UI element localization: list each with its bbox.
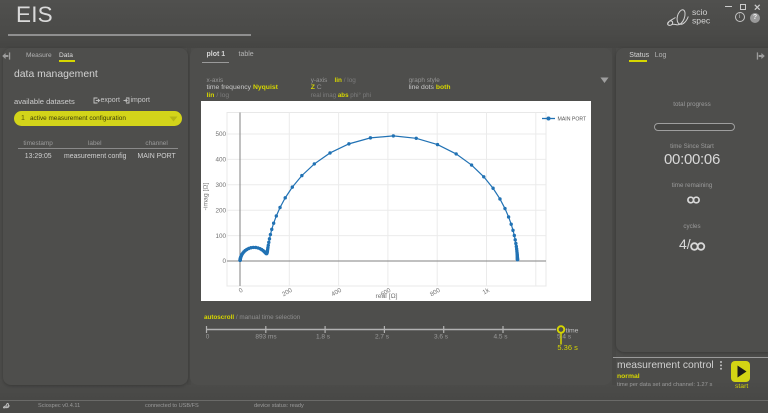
svg-text:400: 400	[215, 156, 226, 163]
svg-text:scio: scio	[692, 7, 708, 17]
svg-text:893 ms: 893 ms	[255, 334, 277, 341]
svg-text:real [Ω]: real [Ω]	[375, 293, 397, 300]
svg-text:-imag [Ω]: -imag [Ω]	[203, 182, 210, 210]
svg-text:1.8 s: 1.8 s	[316, 334, 331, 341]
svg-text:200: 200	[281, 286, 294, 298]
svg-text:500: 500	[215, 131, 226, 138]
svg-text:300: 300	[215, 182, 226, 189]
svg-text:spec: spec	[692, 16, 711, 26]
svg-text:800: 800	[429, 286, 442, 298]
svg-text:5.4 s: 5.4 s	[557, 334, 572, 341]
svg-text:400: 400	[330, 286, 343, 298]
svg-text:3.6 s: 3.6 s	[434, 334, 449, 341]
svg-text:600: 600	[380, 286, 393, 298]
svg-text:4.5 s: 4.5 s	[493, 334, 508, 341]
svg-text:200: 200	[215, 207, 226, 214]
svg-text:MAIN PORT: MAIN PORT	[558, 116, 588, 122]
svg-text:100: 100	[215, 232, 226, 239]
svg-text:1k: 1k	[482, 286, 492, 296]
svg-text:5.36 s: 5.36 s	[557, 343, 578, 352]
svg-text:2.7 s: 2.7 s	[375, 334, 390, 341]
svg-text:0: 0	[222, 258, 226, 265]
svg-text:0: 0	[206, 334, 210, 341]
svg-text:0: 0	[238, 286, 245, 294]
svg-text:time: time	[566, 327, 579, 334]
